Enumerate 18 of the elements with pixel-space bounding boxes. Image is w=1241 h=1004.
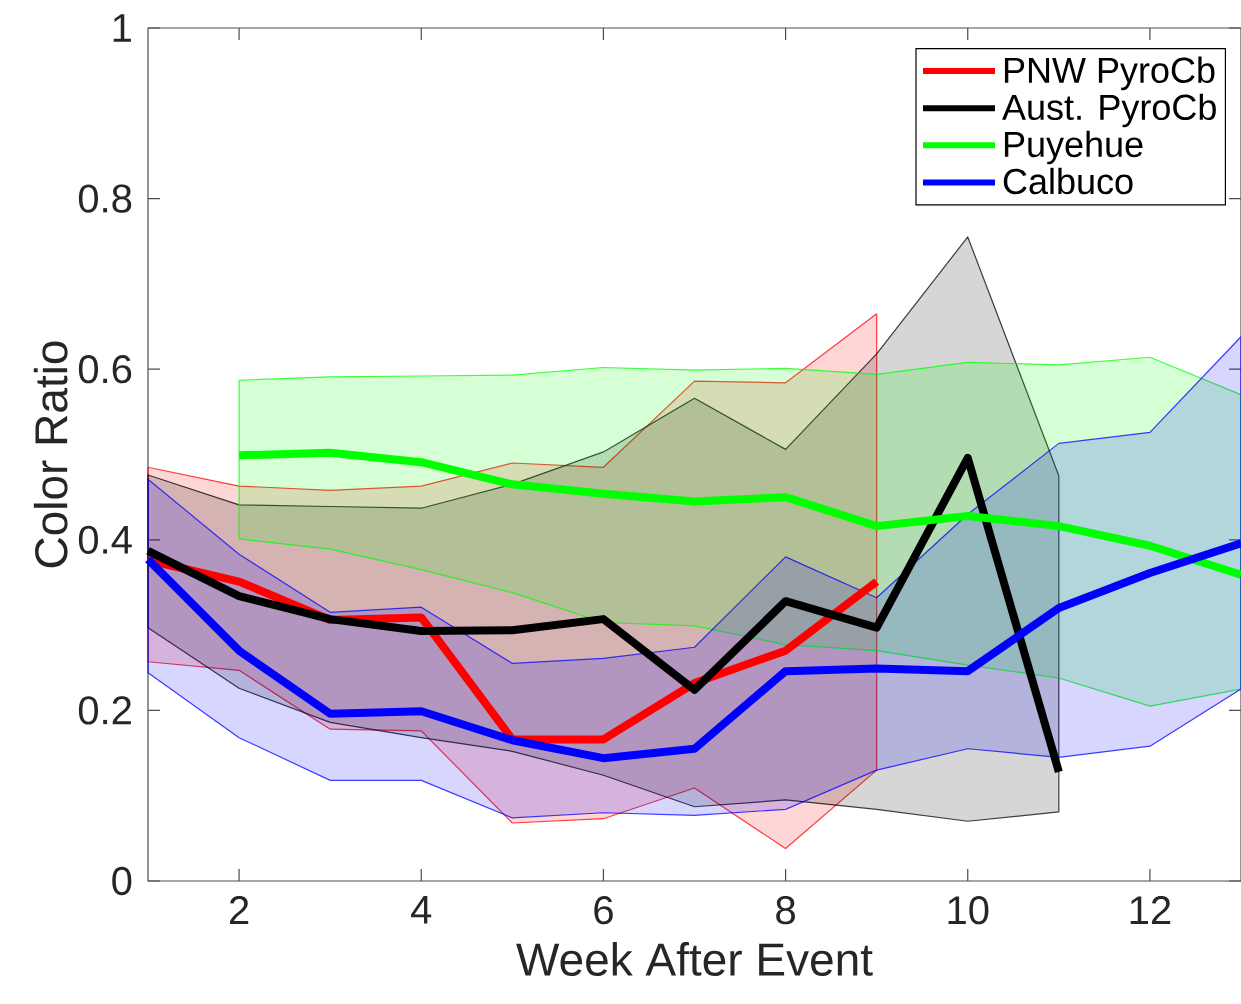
x-tick-label: 6 bbox=[594, 896, 613, 925]
x-axis-title: Week After Event bbox=[516, 942, 873, 976]
x-tick-label: 4 bbox=[411, 896, 432, 924]
legend-label: Puyehue bbox=[1004, 130, 1143, 165]
x-tick-label: 2 bbox=[229, 896, 249, 924]
y-tick-label: 1 bbox=[113, 14, 131, 42]
legend-label: Calbuco bbox=[1003, 167, 1133, 195]
legend-label: Aust. PyroCb bbox=[1002, 93, 1216, 128]
x-tick-label: 12 bbox=[1130, 896, 1171, 924]
y-tick-label: 0.4 bbox=[78, 525, 132, 554]
y-tick-label: 0 bbox=[112, 866, 132, 896]
y-tick-label: 0.6 bbox=[78, 355, 132, 384]
y-tick-label: 0.8 bbox=[78, 184, 132, 213]
y-axis-title: Color Ratio bbox=[33, 341, 68, 568]
x-tick-label: 10 bbox=[948, 896, 989, 925]
x-tick-label: 8 bbox=[776, 896, 795, 925]
y-tick-label: 0.2 bbox=[78, 696, 131, 725]
legend-label: PNW PyroCb bbox=[1004, 56, 1215, 91]
